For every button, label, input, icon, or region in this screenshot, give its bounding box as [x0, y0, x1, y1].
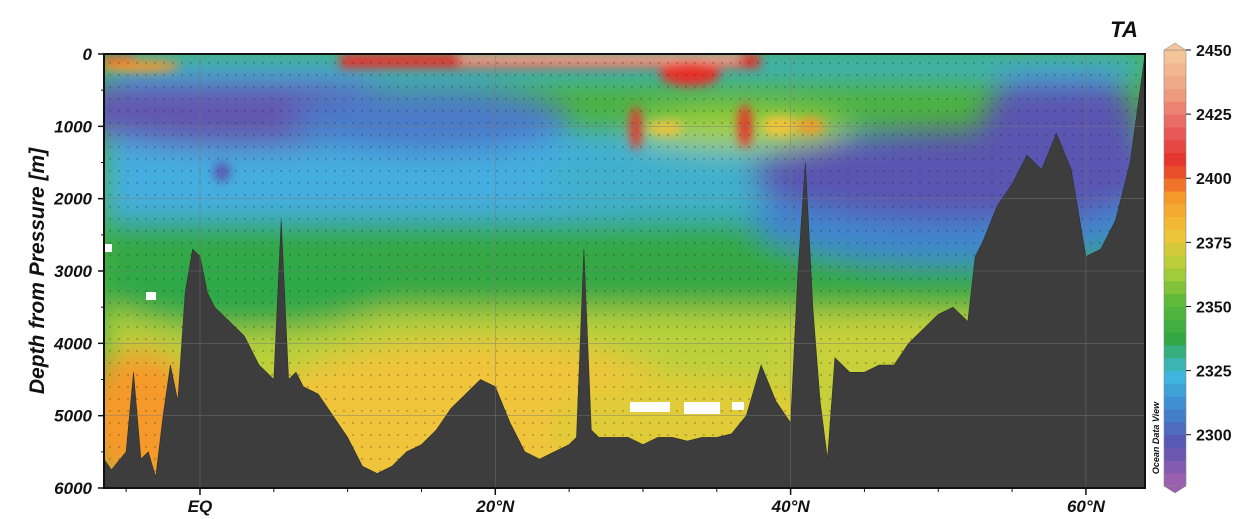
colorbar-step	[1164, 203, 1186, 218]
colorbar-step	[1164, 139, 1186, 154]
colorbar-step	[1164, 126, 1186, 141]
y-axis: 0 1000 2000 3000 4000 5000 6000	[53, 45, 104, 498]
colorbar-step	[1164, 434, 1186, 449]
colorbar-step	[1164, 319, 1186, 333]
y-tick-label: 6000	[54, 479, 92, 498]
colorbar-title: TA	[1110, 17, 1138, 42]
colorbar-scale	[1163, 49, 1187, 487]
colorbar-step	[1164, 306, 1186, 320]
colorbar-step	[1164, 280, 1186, 295]
colorbar-step	[1164, 101, 1186, 115]
colorbar-step	[1164, 152, 1186, 166]
y-tick-label: 5000	[54, 407, 92, 426]
grid	[104, 54, 1145, 488]
colorbar-step	[1164, 383, 1186, 397]
colorbar-step	[1164, 242, 1186, 256]
colorbar-step	[1164, 62, 1186, 77]
y-tick-label: 1000	[54, 117, 92, 136]
colorbar-step	[1164, 50, 1186, 64]
colorbar-step	[1164, 460, 1186, 474]
colorbar-step	[1164, 75, 1186, 89]
colorbar-step	[1164, 191, 1186, 205]
colorbar-step	[1164, 473, 1186, 487]
x-axis: EQ 20°N 40°N 60°N	[125, 488, 1106, 516]
colorbar-top-arrow	[1163, 42, 1187, 51]
colorbar-step	[1164, 216, 1186, 231]
colorbar-step	[1164, 409, 1186, 423]
colorbar-step	[1164, 370, 1186, 384]
colorbar-step	[1164, 268, 1186, 282]
y-axis-label: Depth from Pressure [m]	[26, 147, 49, 394]
bathymetry	[104, 54, 1145, 488]
plot-area	[104, 54, 1145, 488]
colorbar-step	[1164, 344, 1186, 359]
colorbar: 2300 2325 2350 2375 2400 2425 2450 TA	[1110, 17, 1232, 494]
colorbar-ticks: 2300 2325 2350 2375 2400 2425 2450	[1186, 43, 1232, 445]
colorbar-bottom-arrow	[1163, 485, 1187, 494]
watermark: Ocean Data View	[1151, 401, 1161, 474]
colorbar-step	[1164, 332, 1186, 346]
colorbar-tick-label: 2350	[1196, 299, 1232, 316]
x-tick-label: 60°N	[1067, 497, 1106, 516]
colorbar-tick-label: 2400	[1196, 171, 1232, 188]
y-tick-label: 0	[83, 45, 93, 64]
y-tick-label: 4000	[53, 334, 92, 353]
colorbar-step	[1164, 88, 1186, 102]
colorbar-step	[1164, 255, 1186, 269]
colorbar-step	[1164, 396, 1186, 410]
colorbar-step	[1164, 293, 1186, 307]
colorbar-step	[1164, 447, 1186, 461]
colorbar-tick-label: 2300	[1196, 428, 1232, 445]
colorbar-step	[1164, 165, 1186, 179]
colorbar-step	[1164, 421, 1186, 436]
colorbar-tick-label: 2450	[1196, 43, 1232, 60]
colorbar-tick-label: 2425	[1196, 107, 1232, 124]
x-tick-label: EQ	[188, 497, 213, 516]
colorbar-step	[1164, 357, 1186, 372]
colorbar-step	[1164, 178, 1186, 192]
colorbar-tick-label: 2325	[1196, 364, 1232, 381]
x-tick-label: 20°N	[475, 497, 515, 516]
y-tick-label: 2000	[53, 190, 92, 209]
colorbar-tick-label: 2375	[1196, 235, 1232, 252]
colorbar-step	[1164, 229, 1186, 243]
colorbar-step	[1164, 114, 1186, 128]
y-tick-label: 3000	[54, 262, 92, 281]
missing-data-patches	[104, 244, 744, 414]
x-tick-label: 40°N	[771, 497, 811, 516]
